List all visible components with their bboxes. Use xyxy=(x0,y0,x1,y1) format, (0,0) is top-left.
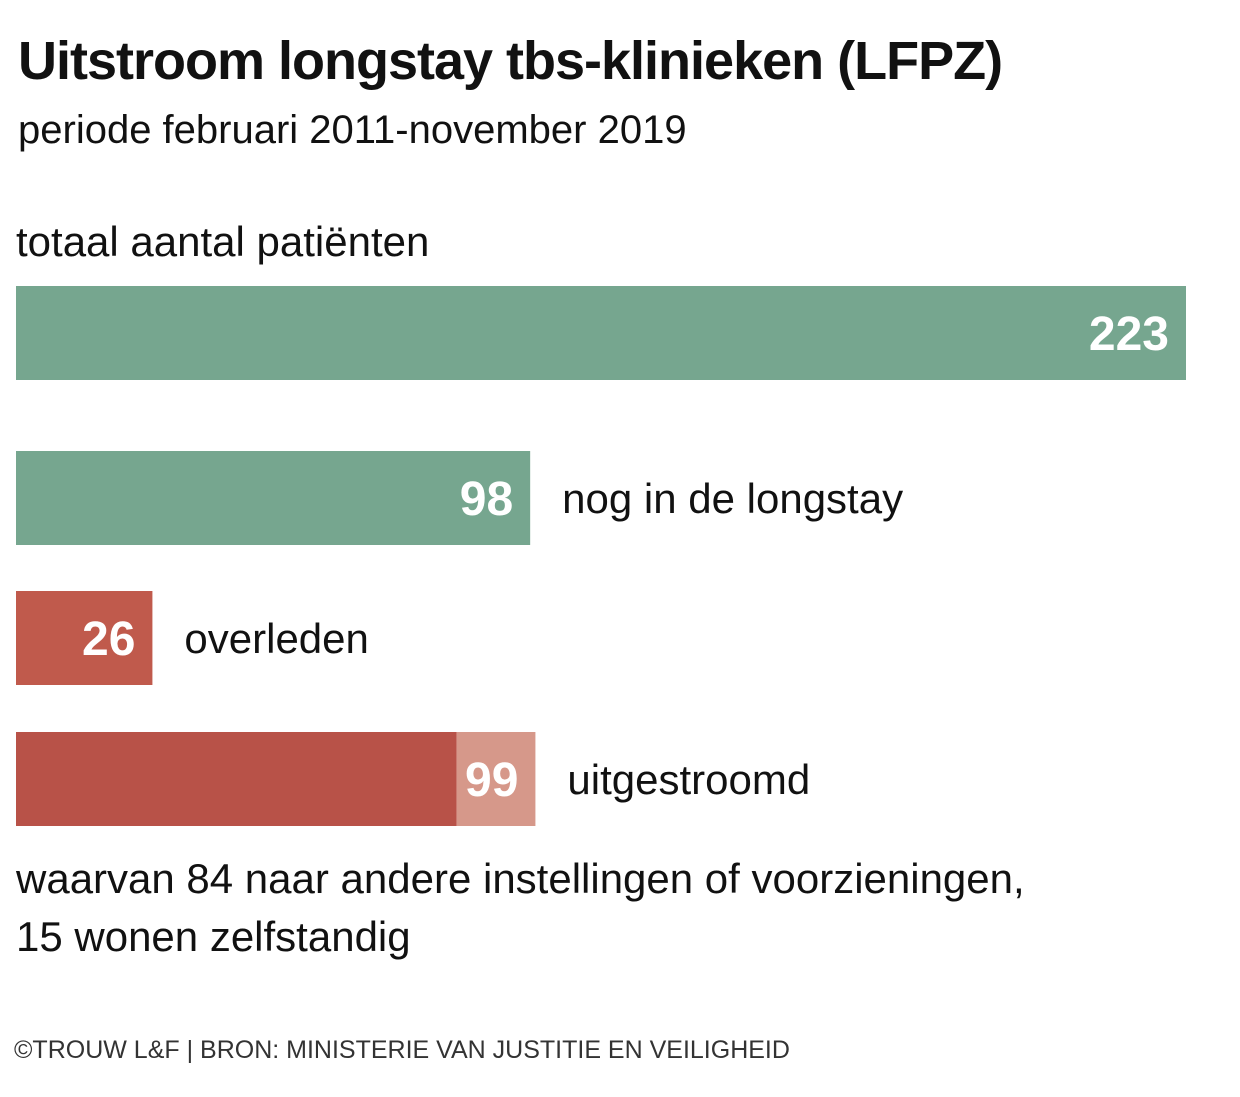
bar-value-label: 223 xyxy=(1089,308,1169,361)
bar-value-label: 26 xyxy=(82,613,135,666)
bar-segment-uitgestroomd-2 xyxy=(456,732,536,826)
bar-value-label: 99 xyxy=(465,754,518,807)
source-credit: ©TROUW L&F | BRON: MINISTERIE VAN JUSTIT… xyxy=(14,1036,790,1064)
bar-category-label: nog in de longstay xyxy=(562,475,903,522)
total-patients-label: totaal aantal patiënten xyxy=(16,218,430,265)
bar-total xyxy=(16,286,1186,380)
bar-category-label: uitgestroomd xyxy=(567,756,810,803)
bar-nog-in-de-longstay xyxy=(16,451,531,545)
chart-subtitle: periode februari 2011-november 2019 xyxy=(18,108,687,152)
chart-title: Uitstroom longstay tbs-klinieken (LFPZ) xyxy=(18,31,1003,91)
bar-segment-uitgestroomd-1 xyxy=(16,732,457,826)
bar-value-label: 98 xyxy=(460,473,513,526)
bar-category-label: overleden xyxy=(184,615,368,662)
bar-overleden xyxy=(16,591,153,685)
outflow-note: waarvan 84 naar andere instellingen of v… xyxy=(16,850,1025,966)
bar-chart: 223 98 nog in de longstay 26 overleden 99 uitg… xyxy=(16,286,1186,826)
note-line-2: 15 wonen zelfstandig xyxy=(16,913,411,960)
note-line-1: waarvan 84 naar andere instellingen of v… xyxy=(16,855,1025,902)
